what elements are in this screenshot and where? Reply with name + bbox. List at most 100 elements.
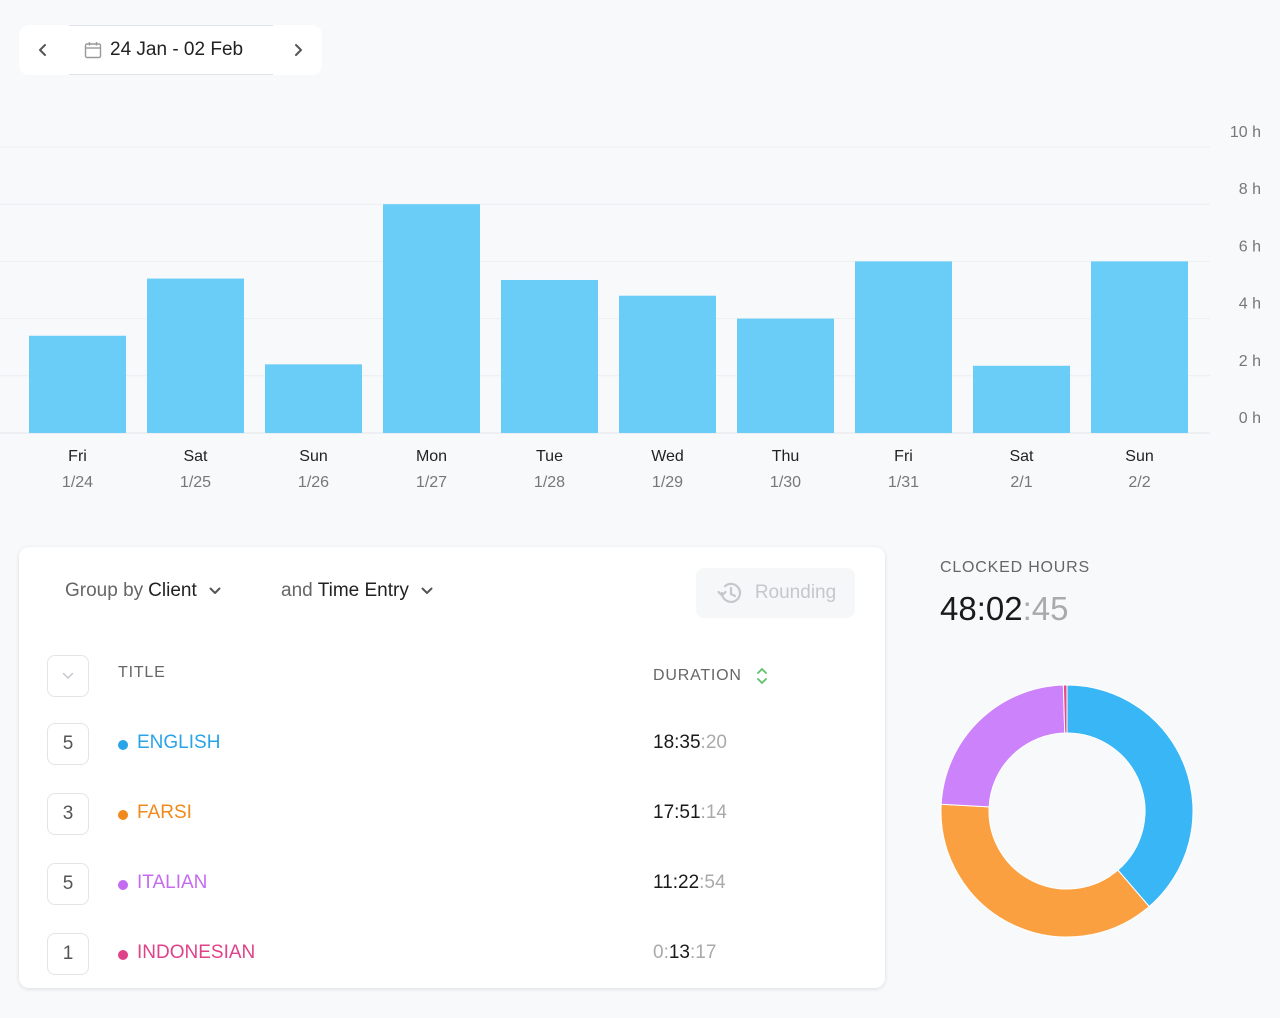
column-header-duration[interactable]: DURATION — [653, 666, 768, 686]
table-row[interactable]: 1 INDONESIAN 0:13:17 — [19, 933, 885, 975]
client-color-dot — [118, 880, 128, 890]
x-tick-day: Tue — [536, 448, 563, 465]
duration-main: 18:35 — [653, 732, 701, 753]
group-by-value: Time Entry — [317, 580, 409, 601]
client-name[interactable]: INDONESIAN — [137, 942, 256, 963]
x-tick-day: Sun — [1125, 448, 1153, 465]
clocked-hours-seconds: :45 — [1022, 590, 1069, 627]
bar — [383, 204, 480, 433]
donut-slice — [1066, 684, 1194, 908]
group-by-prefix: Group by — [65, 580, 144, 601]
duration-main: 17:51 — [653, 802, 701, 823]
group-by-value: Client — [148, 580, 197, 601]
group-by-time-entry-dropdown[interactable]: and Time Entry — [281, 580, 433, 602]
group-by-client-dropdown[interactable]: Group by Client — [65, 580, 221, 602]
client-share-donut — [940, 684, 1194, 938]
duration: 17:51:14 — [653, 802, 727, 824]
client-name[interactable]: ENGLISH — [137, 732, 221, 753]
bar — [265, 364, 362, 433]
calendar-icon — [84, 42, 102, 59]
bar — [855, 261, 952, 433]
y-tick-label: 10 h — [1230, 124, 1261, 141]
x-tick-day: Sat — [1009, 448, 1034, 465]
expand-all-toggle[interactable] — [47, 655, 89, 697]
table-row[interactable]: 5 ITALIAN 11:22:54 — [19, 863, 885, 905]
duration-main: 11:22 — [653, 872, 700, 893]
duration-seconds: :17 — [690, 942, 717, 963]
duration-prefix: 0: — [653, 942, 669, 963]
x-tick-day: Wed — [651, 448, 684, 465]
rounding-button[interactable]: Rounding — [696, 568, 855, 618]
chevron-right-icon — [295, 44, 302, 56]
y-tick-label: 0 h — [1239, 410, 1261, 427]
bar — [501, 279, 598, 433]
clocked-hours-value: 48:02:45 — [940, 590, 1068, 628]
bar — [1091, 261, 1188, 433]
client-color-dot — [118, 810, 128, 820]
history-icon — [717, 582, 741, 603]
x-tick-day: Mon — [416, 448, 447, 465]
x-tick-date: 1/27 — [416, 474, 447, 491]
entry-count[interactable]: 3 — [47, 793, 89, 835]
column-header-title: TITLE — [118, 664, 166, 681]
table-row[interactable]: 3 FARSI 17:51:14 — [19, 793, 885, 835]
donut-slice — [1062, 684, 1068, 734]
date-range-button[interactable]: 24 Jan - 02 Feb — [69, 25, 273, 75]
client-color-dot — [118, 740, 128, 750]
client-name[interactable]: FARSI — [137, 802, 192, 823]
clocked-hours-label: CLOCKED HOURS — [940, 559, 1090, 576]
x-tick-date: 1/24 — [62, 474, 93, 491]
duration-seconds: :14 — [700, 802, 727, 823]
daily-hours-chart: 0 h 2 h 4 h 6 h 8 h 10 h Fri 1/24 Sat 1/25 Sun 1/26… — [0, 124, 1261, 491]
clocked-hours-main: 48:02 — [940, 590, 1023, 627]
table-row[interactable]: 5 ENGLISH 18:35:20 — [19, 723, 885, 765]
duration-main: 13 — [668, 942, 690, 963]
chevron-down-icon — [209, 587, 221, 594]
sort-icon — [756, 668, 767, 684]
duration-seconds: :20 — [700, 732, 727, 753]
x-tick-date: 1/30 — [770, 474, 801, 491]
chevron-left-icon — [39, 44, 46, 56]
duration-header-label: DURATION — [653, 667, 742, 684]
bar — [29, 335, 126, 433]
x-tick-day: Thu — [772, 448, 800, 465]
x-tick-date: 1/28 — [534, 474, 565, 491]
x-tick-day: Fri — [68, 448, 87, 465]
x-tick-day: Sun — [299, 448, 327, 465]
entry-count[interactable]: 5 — [47, 863, 89, 905]
bar — [737, 318, 834, 433]
x-tick-date: 2/2 — [1128, 474, 1150, 491]
entry-count[interactable]: 1 — [47, 933, 89, 975]
donut-slice — [940, 684, 1066, 808]
x-tick-day: Fri — [894, 448, 913, 465]
duration-seconds: :54 — [699, 872, 726, 893]
prev-range-button[interactable] — [19, 25, 67, 75]
rounding-label: Rounding — [754, 582, 837, 603]
date-range-label: 24 Jan - 02 Feb — [110, 39, 244, 60]
x-tick-day: Sat — [183, 448, 208, 465]
y-tick-label: 6 h — [1239, 238, 1261, 255]
duration: 18:35:20 — [653, 732, 727, 754]
donut-slice — [940, 803, 1150, 938]
y-tick-label: 4 h — [1239, 296, 1261, 313]
chevron-down-icon — [421, 587, 433, 594]
bar — [147, 278, 244, 433]
client-name[interactable]: ITALIAN — [137, 872, 208, 893]
y-tick-label: 2 h — [1239, 353, 1261, 370]
x-tick-date: 1/25 — [180, 474, 211, 491]
bar — [619, 295, 716, 433]
chevron-down-icon — [62, 672, 74, 679]
client-color-dot — [118, 950, 128, 960]
group-by-prefix: and — [281, 580, 313, 601]
x-tick-date: 2/1 — [1010, 474, 1032, 491]
duration: 11:22:54 — [653, 872, 726, 894]
x-tick-date: 1/31 — [888, 474, 919, 491]
entry-count[interactable]: 5 — [47, 723, 89, 765]
next-range-button[interactable] — [274, 25, 322, 75]
date-range-picker: 24 Jan - 02 Feb — [19, 25, 322, 75]
y-tick-label: 8 h — [1239, 181, 1261, 198]
report-card: Group by Client and Time Entry Rounding … — [19, 547, 885, 988]
bar — [973, 365, 1070, 433]
x-tick-date: 1/29 — [652, 474, 683, 491]
x-tick-date: 1/26 — [298, 474, 329, 491]
